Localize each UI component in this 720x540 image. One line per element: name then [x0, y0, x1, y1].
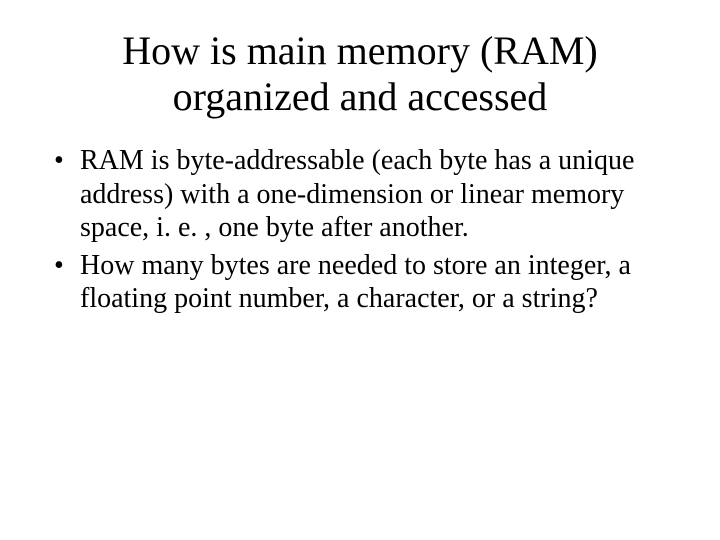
list-item: How many bytes are needed to store an in… — [50, 249, 680, 316]
slide-title: How is main memory (RAM) organized and a… — [40, 28, 680, 120]
list-item: RAM is byte-addressable (each byte has a… — [50, 144, 680, 245]
slide: How is main memory (RAM) organized and a… — [0, 0, 720, 540]
bullet-list: RAM is byte-addressable (each byte has a… — [50, 144, 680, 316]
